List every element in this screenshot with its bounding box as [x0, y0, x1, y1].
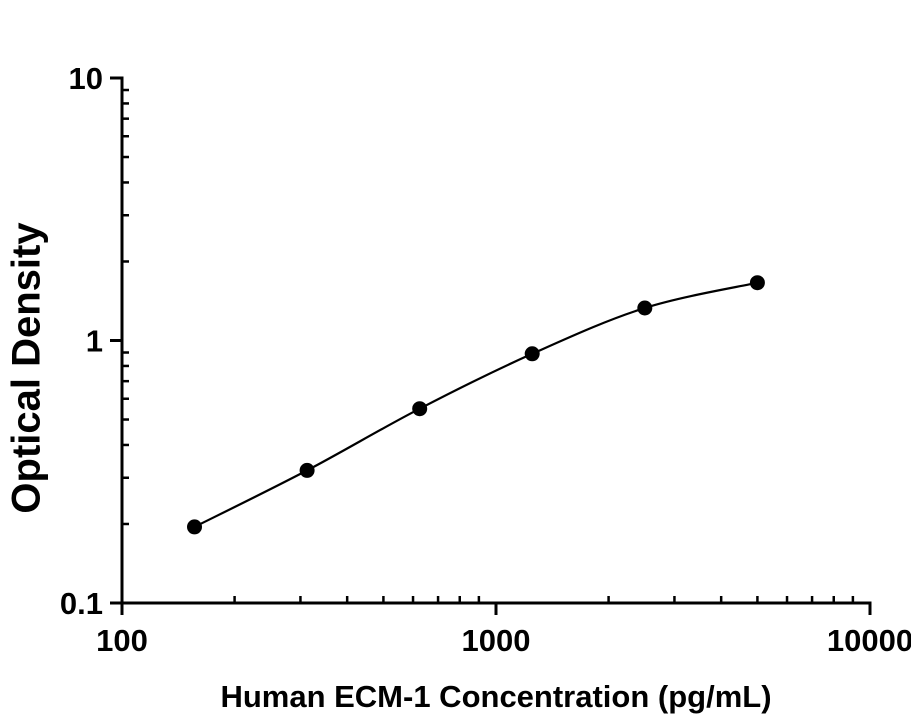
- axis-spine: [120, 76, 872, 605]
- data-point: [299, 462, 315, 478]
- y-tick-label: 0.1: [60, 586, 103, 621]
- data-point: [637, 300, 653, 316]
- y-tick-label: 10: [69, 61, 103, 96]
- data-point: [187, 519, 202, 535]
- data-point: [524, 346, 540, 362]
- x-tick-label: 10000: [827, 623, 911, 658]
- y-axis-title: Optical Density: [4, 222, 49, 514]
- data-point: [749, 275, 765, 291]
- x-axis-title: Human ECM-1 Concentration (pg/mL): [220, 679, 772, 714]
- y-tick-label: 1: [86, 324, 103, 359]
- x-tick-label: 1000: [462, 623, 531, 658]
- standard-curve: [194, 281, 758, 528]
- x-tick-label: 100: [96, 623, 148, 658]
- data-point: [412, 401, 428, 417]
